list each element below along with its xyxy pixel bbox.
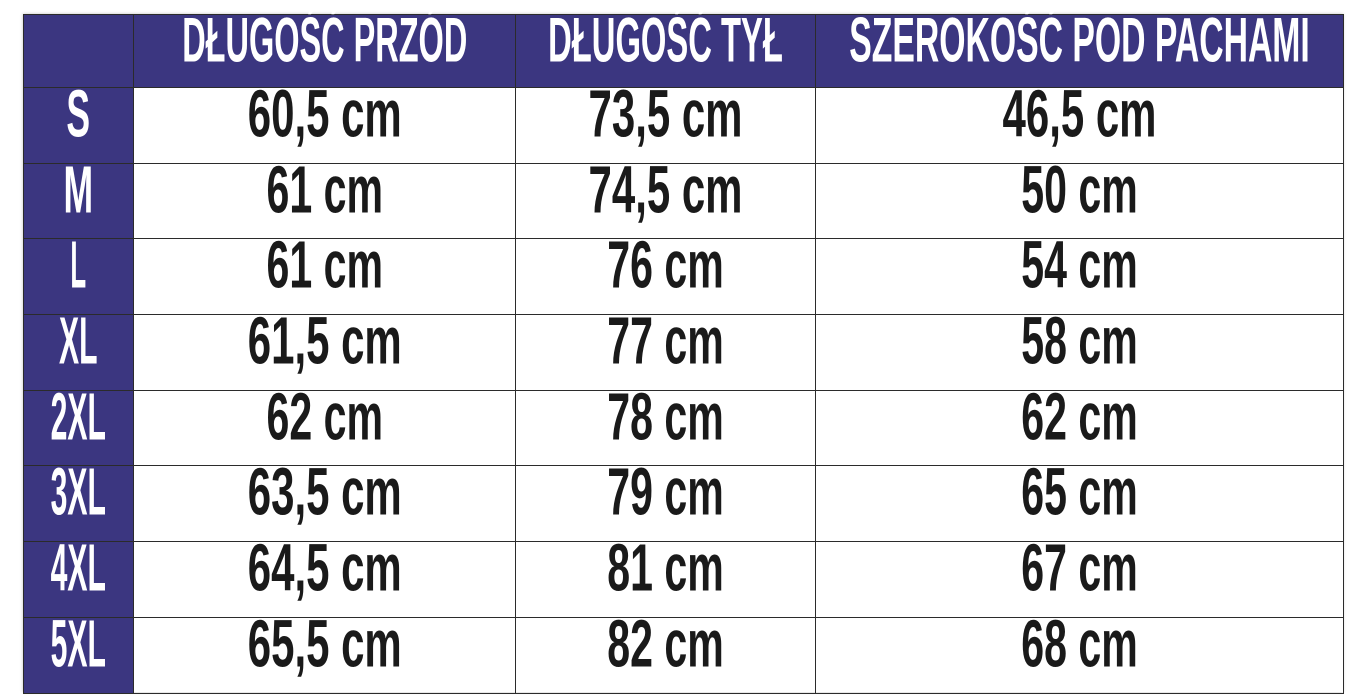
- svg-text:77 cm: 77 cm: [607, 303, 723, 378]
- svg-text:76 cm: 76 cm: [607, 228, 723, 303]
- svg-text:79 cm: 79 cm: [607, 455, 723, 530]
- svg-text:61 cm: 61 cm: [266, 152, 382, 227]
- svg-text:58 cm: 58 cm: [1021, 303, 1137, 378]
- svg-text:62 cm: 62 cm: [1021, 379, 1137, 454]
- svg-text:61 cm: 61 cm: [266, 228, 382, 303]
- svg-text:DŁUGOŚĆ PRZÓD: DŁUGOŚĆ PRZÓD: [182, 5, 467, 75]
- svg-text:61,5 cm: 61,5 cm: [247, 303, 401, 378]
- svg-text:DŁUGOŚĆ TYŁ: DŁUGOŚĆ TYŁ: [548, 5, 783, 75]
- svg-text:4XL: 4XL: [51, 530, 106, 605]
- svg-text:5XL: 5XL: [51, 606, 106, 681]
- svg-text:M: M: [63, 152, 93, 227]
- svg-text:SZEROKOŚĆ POD PACHAMI: SZEROKOŚĆ POD PACHAMI: [849, 5, 1310, 75]
- svg-text:S: S: [66, 76, 90, 151]
- svg-text:82 cm: 82 cm: [607, 606, 723, 681]
- svg-text:60,5 cm: 60,5 cm: [247, 76, 401, 151]
- svg-text:XL: XL: [59, 303, 97, 378]
- svg-text:54 cm: 54 cm: [1021, 228, 1137, 303]
- svg-text:65 cm: 65 cm: [1021, 455, 1137, 530]
- svg-text:63,5 cm: 63,5 cm: [247, 455, 401, 530]
- svg-text:68 cm: 68 cm: [1021, 606, 1137, 681]
- svg-text:62 cm: 62 cm: [266, 379, 382, 454]
- svg-text:46,5 cm: 46,5 cm: [1003, 76, 1157, 151]
- svg-text:81 cm: 81 cm: [607, 530, 723, 605]
- svg-text:73,5 cm: 73,5 cm: [589, 76, 743, 151]
- svg-text:67 cm: 67 cm: [1021, 530, 1137, 605]
- svg-text:74,5 cm: 74,5 cm: [589, 152, 743, 227]
- svg-text:3XL: 3XL: [51, 455, 106, 530]
- svg-text:78 cm: 78 cm: [607, 379, 723, 454]
- svg-text:2XL: 2XL: [51, 379, 106, 454]
- svg-text:64,5 cm: 64,5 cm: [247, 530, 401, 605]
- svg-text:L: L: [70, 228, 86, 303]
- svg-text:65,5 cm: 65,5 cm: [247, 606, 401, 681]
- svg-text:50 cm: 50 cm: [1021, 152, 1137, 227]
